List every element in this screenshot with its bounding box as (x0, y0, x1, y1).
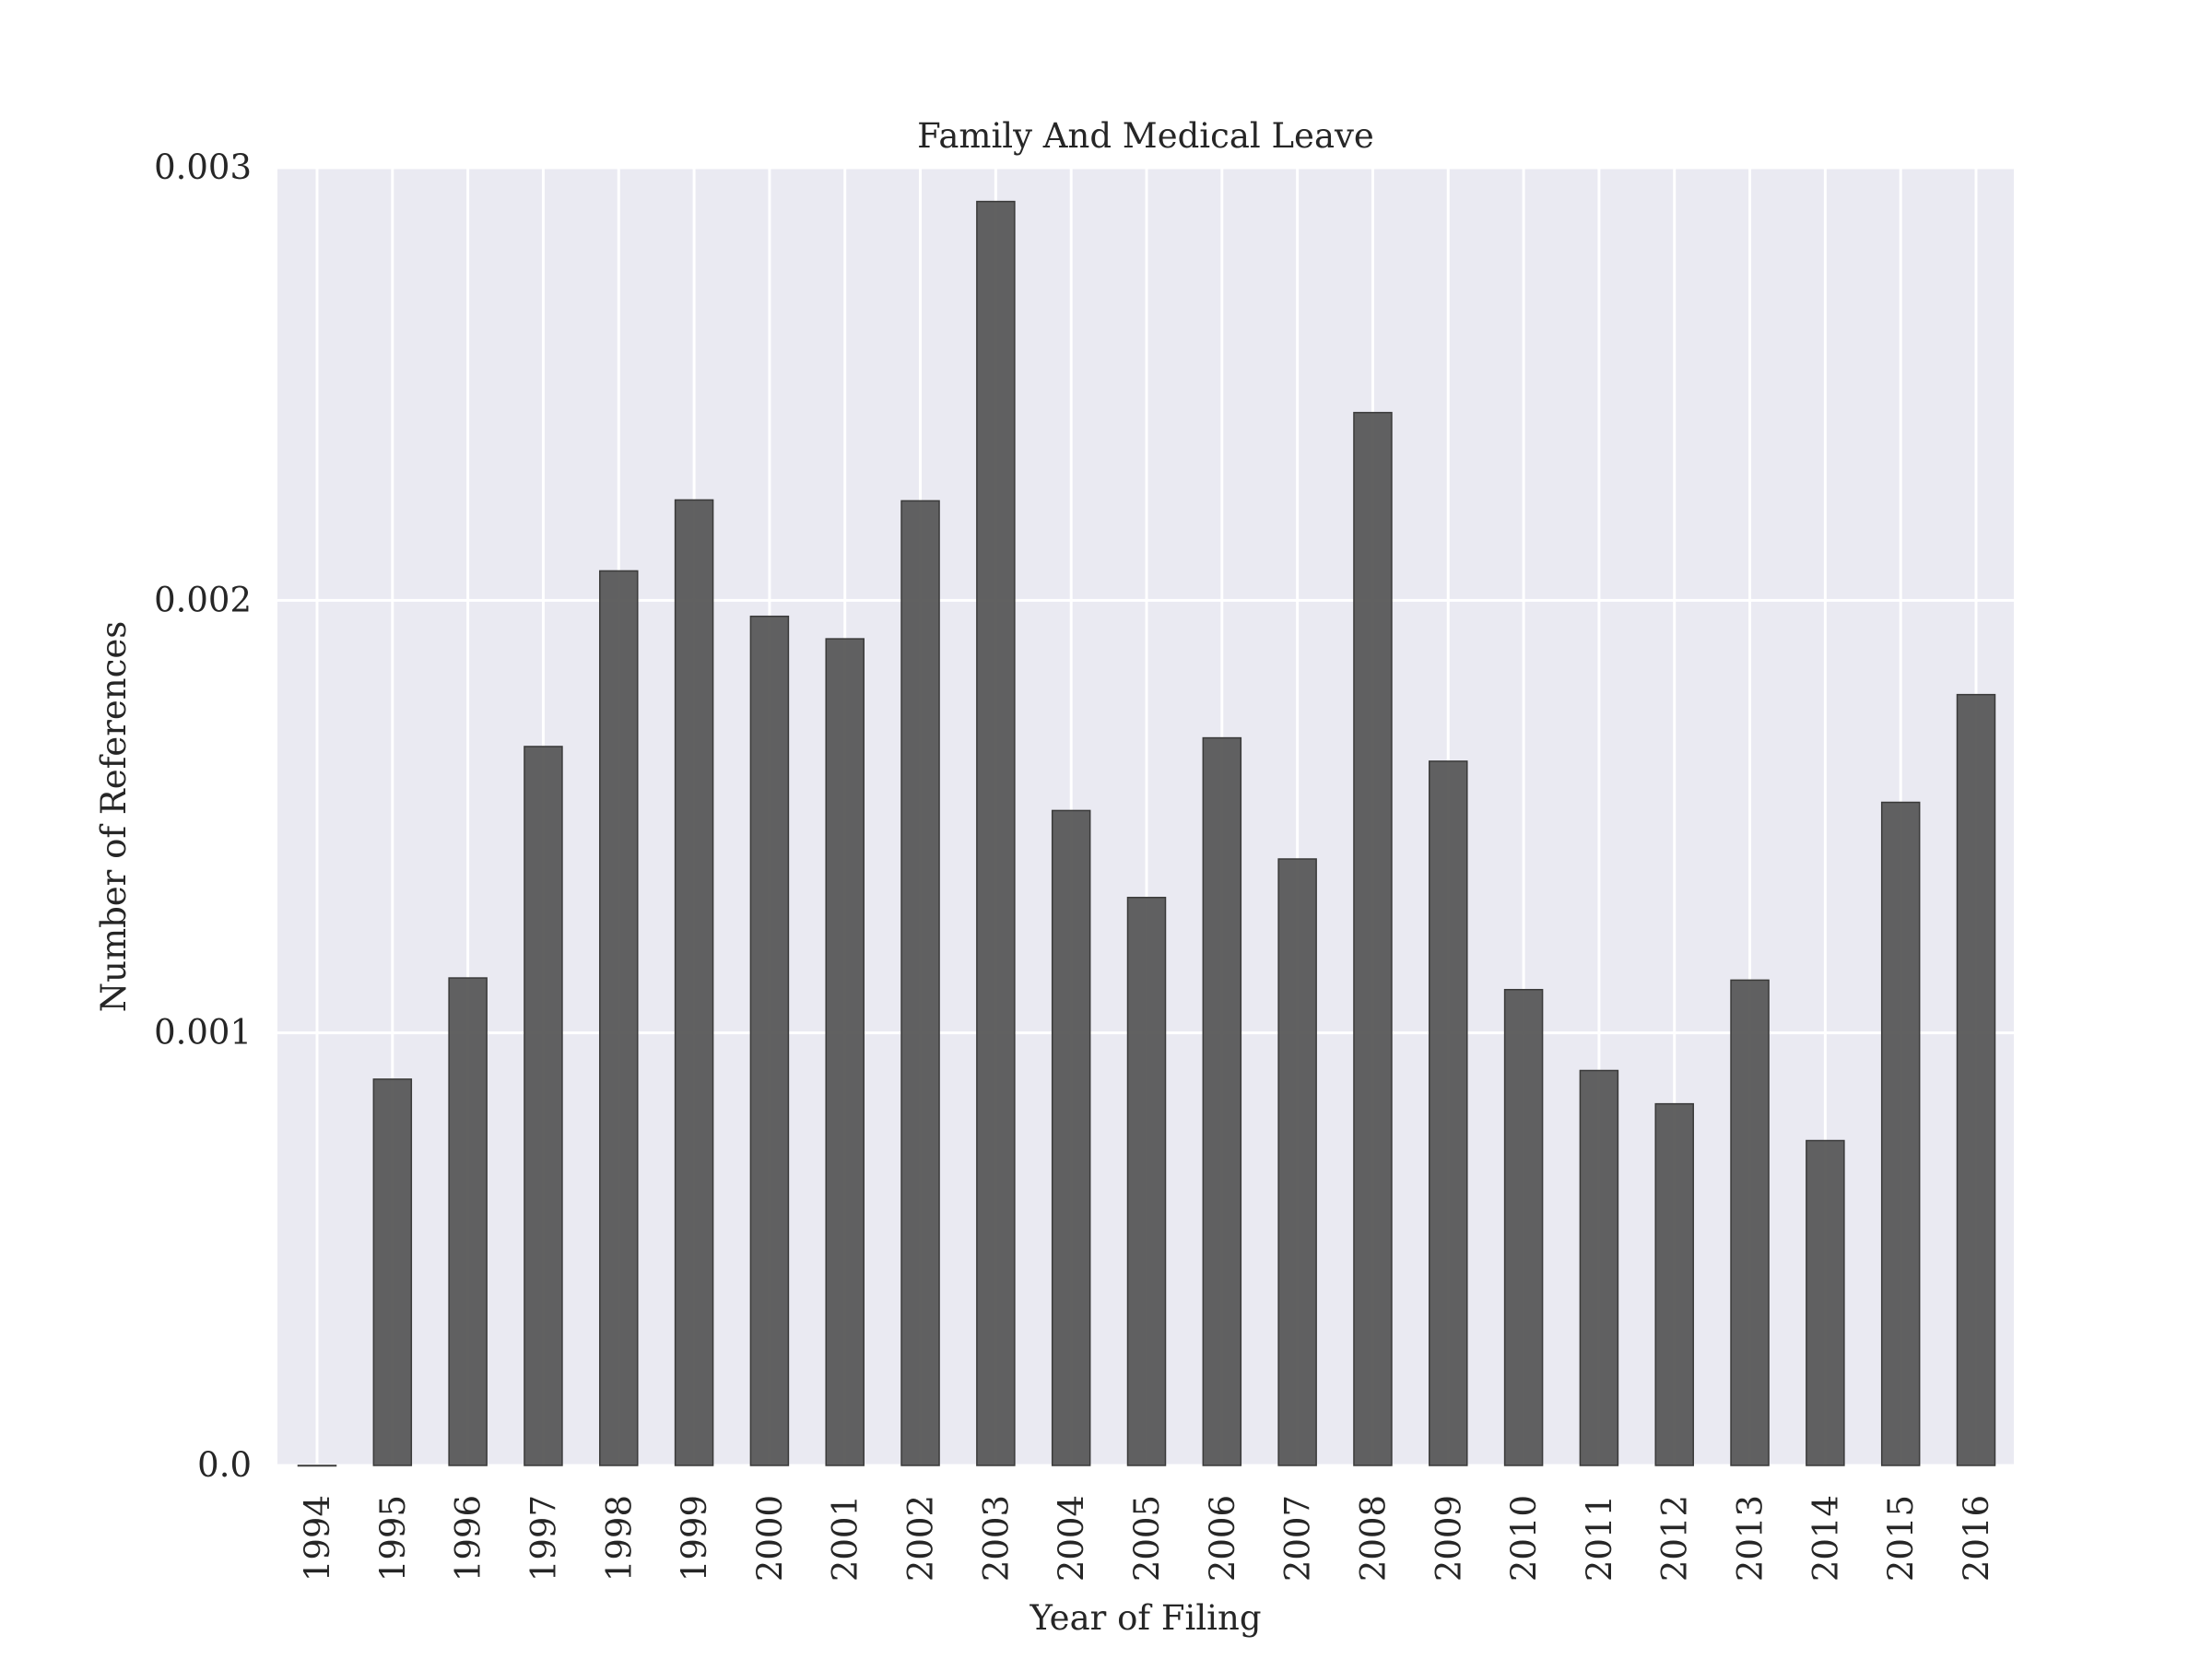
y-tick-label: 0.003 (154, 147, 252, 187)
bar-2012 (1654, 1102, 1694, 1466)
x-tick-label: 2005 (1127, 1495, 1167, 1582)
bar-2010 (1503, 988, 1544, 1466)
x-tick-label: 2008 (1353, 1495, 1393, 1582)
chart-title: Family And Medical Leave (917, 116, 1374, 156)
y-tick-label: 0.002 (154, 580, 252, 619)
x-tick-label: 2007 (1278, 1495, 1318, 1582)
bar-1998 (599, 570, 639, 1466)
x-axis-ticks: 1994 1995 1996 1997 1998 1999 2000 2001 2002 2003… (298, 1495, 1996, 1582)
x-tick-label: 2002 (901, 1495, 941, 1582)
bars (297, 200, 1996, 1467)
bar-1999 (674, 499, 714, 1466)
x-tick-label: 1999 (675, 1495, 714, 1582)
y-tick-label: 0.001 (154, 1013, 252, 1053)
bar-2013 (1730, 979, 1770, 1466)
x-tick-label: 1995 (373, 1495, 413, 1582)
x-tick-label: 2003 (976, 1495, 1016, 1582)
x-tick-label: 2016 (1957, 1495, 1996, 1582)
x-axis-label: Year of Filing (1029, 1598, 1261, 1638)
bar-1996 (448, 977, 488, 1466)
bar-2011 (1579, 1069, 1619, 1466)
bar-2009 (1429, 760, 1468, 1466)
bar-2005 (1126, 897, 1167, 1466)
bar-2014 (1806, 1139, 1845, 1466)
bar-2015 (1880, 801, 1921, 1466)
x-tick-label: 1996 (449, 1495, 488, 1582)
bar-1995 (372, 1078, 413, 1466)
bar-2002 (900, 500, 940, 1466)
bar-1997 (524, 746, 563, 1466)
x-tick-label: 2001 (826, 1495, 865, 1582)
x-tick-label: 1998 (599, 1495, 639, 1582)
bar-2004 (1051, 809, 1091, 1466)
x-tick-label: 2009 (1429, 1495, 1468, 1582)
x-tick-label: 2000 (750, 1495, 790, 1582)
bar-2007 (1277, 858, 1317, 1466)
x-tick-label: 2006 (1203, 1495, 1242, 1582)
y-tick-label: 0.0 (197, 1445, 252, 1485)
x-tick-label: 2015 (1881, 1495, 1921, 1582)
bar-2003 (976, 200, 1016, 1466)
x-tick-label: 2011 (1580, 1495, 1619, 1582)
y-axis-label: Number of References (94, 621, 134, 1012)
bar-2006 (1202, 736, 1242, 1466)
x-tick-label: 2010 (1504, 1495, 1544, 1582)
bar-2001 (825, 638, 865, 1466)
bar-1994 (297, 1465, 337, 1467)
x-tick-label: 2012 (1655, 1495, 1695, 1582)
x-tick-label: 2013 (1731, 1495, 1771, 1582)
x-tick-label: 2004 (1052, 1495, 1091, 1582)
x-tick-label: 1994 (298, 1495, 337, 1582)
bar-2008 (1353, 411, 1393, 1466)
y-axis-ticks: 0.0 0.001 0.002 0.003 (154, 147, 252, 1485)
x-tick-label: 1997 (524, 1495, 563, 1582)
x-tick-label: 2014 (1806, 1495, 1845, 1582)
bar-2000 (749, 615, 790, 1466)
bar-2016 (1956, 693, 1996, 1466)
